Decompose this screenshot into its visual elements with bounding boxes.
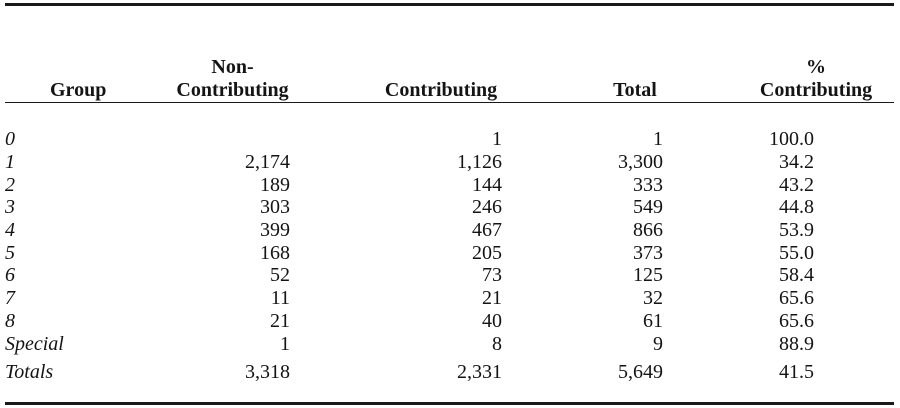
cell-total: 32 bbox=[643, 287, 663, 310]
cell-non-contributing bbox=[145, 122, 320, 151]
cell-non-contributing: 11 bbox=[270, 287, 290, 310]
table-row: 6 52 73 125 58.4 bbox=[5, 264, 894, 287]
table-row: 0 1 1 100.0 bbox=[5, 122, 894, 151]
cell-percent: 53.9 bbox=[779, 219, 814, 242]
table-row: 8 21 40 61 65.6 bbox=[5, 310, 894, 333]
cell-percent: 58.4 bbox=[779, 264, 814, 287]
cell-non-contributing: 303 bbox=[260, 196, 290, 219]
totals-row: Totals 3,318 2,331 5,649 41.5 bbox=[5, 355, 894, 384]
cell-contributing: 1 bbox=[492, 128, 502, 151]
cell-contributing: 1,126 bbox=[457, 151, 502, 174]
cell-non-contributing: 3,318 bbox=[245, 361, 290, 384]
cell-total: 549 bbox=[633, 196, 663, 219]
cell-group: 8 bbox=[5, 309, 15, 332]
cell-percent: 43.2 bbox=[779, 173, 814, 196]
cell-contributing: 467 bbox=[472, 219, 502, 242]
table-body: 0 1 1 100.0 1 2,174 1,126 3,300 34.2 2 1… bbox=[5, 122, 894, 384]
cell-contributing: 246 bbox=[472, 196, 502, 219]
cell-non-contributing: 189 bbox=[260, 173, 290, 196]
table-row: Special 1 8 9 88.9 bbox=[5, 332, 894, 355]
cell-non-contributing: 399 bbox=[260, 219, 290, 242]
contribution-table: Group Non- Contributing Contributing Tot… bbox=[5, 5, 894, 384]
cell-total: 5,649 bbox=[618, 361, 663, 384]
cell-group: 1 bbox=[5, 151, 15, 174]
cell-percent: 55.0 bbox=[779, 241, 814, 264]
cell-non-contributing: 168 bbox=[260, 241, 290, 264]
header-group: Group bbox=[50, 79, 107, 101]
table-row: 4 399 467 866 53.9 bbox=[5, 219, 894, 242]
cell-contributing: 21 bbox=[482, 287, 502, 310]
cell-group: 2 bbox=[5, 173, 15, 196]
cell-total: 1 bbox=[653, 128, 663, 151]
header-row: Group Non- Contributing Contributing Tot… bbox=[5, 5, 894, 122]
cell-contributing: 40 bbox=[482, 309, 502, 332]
table-row: 1 2,174 1,126 3,300 34.2 bbox=[5, 151, 894, 174]
cell-percent: 41.5 bbox=[779, 361, 814, 384]
table-top-rule bbox=[5, 3, 894, 6]
cell-group: Totals bbox=[5, 361, 54, 384]
cell-group: 3 bbox=[5, 196, 15, 219]
cell-group: 0 bbox=[5, 128, 15, 151]
cell-percent: 44.8 bbox=[779, 196, 814, 219]
header-rule bbox=[5, 102, 894, 103]
header-non-contributing: Non- Contributing bbox=[176, 56, 289, 101]
cell-non-contributing: 2,174 bbox=[245, 151, 290, 174]
cell-group: 7 bbox=[5, 287, 15, 310]
table-bottom-rule bbox=[5, 402, 894, 405]
cell-non-contributing: 52 bbox=[270, 264, 290, 287]
cell-percent: 65.6 bbox=[779, 287, 814, 310]
header-total: Total bbox=[613, 79, 657, 101]
cell-group: 4 bbox=[5, 219, 15, 242]
table-header: Group Non- Contributing Contributing Tot… bbox=[5, 5, 894, 122]
cell-total: 3,300 bbox=[618, 151, 663, 174]
cell-percent: 88.9 bbox=[779, 332, 814, 355]
cell-total: 125 bbox=[633, 264, 663, 287]
cell-group: Special bbox=[5, 332, 64, 355]
cell-contributing: 8 bbox=[492, 332, 502, 355]
cell-contributing: 205 bbox=[472, 241, 502, 264]
cell-non-contributing: 1 bbox=[280, 332, 290, 355]
cell-total: 333 bbox=[633, 173, 663, 196]
cell-total: 866 bbox=[633, 219, 663, 242]
table-row: 2 189 144 333 43.2 bbox=[5, 173, 894, 196]
cell-total: 61 bbox=[643, 309, 663, 332]
cell-total: 373 bbox=[633, 241, 663, 264]
cell-percent: 100.0 bbox=[769, 128, 814, 151]
header-contributing: Contributing bbox=[384, 79, 498, 101]
cell-total: 9 bbox=[653, 332, 663, 355]
table-row: 5 168 205 373 55.0 bbox=[5, 241, 894, 264]
table-row: 3 303 246 549 44.8 bbox=[5, 196, 894, 219]
cell-contributing: 2,331 bbox=[457, 361, 502, 384]
header-percent-contributing: % Contributing bbox=[759, 56, 873, 101]
cell-percent: 34.2 bbox=[779, 151, 814, 174]
cell-contributing: 144 bbox=[472, 173, 502, 196]
table-row: 7 11 21 32 65.6 bbox=[5, 287, 894, 310]
cell-group: 6 bbox=[5, 264, 15, 287]
cell-contributing: 73 bbox=[482, 264, 502, 287]
cell-non-contributing: 21 bbox=[270, 309, 290, 332]
cell-group: 5 bbox=[5, 241, 15, 264]
cell-percent: 65.6 bbox=[779, 309, 814, 332]
